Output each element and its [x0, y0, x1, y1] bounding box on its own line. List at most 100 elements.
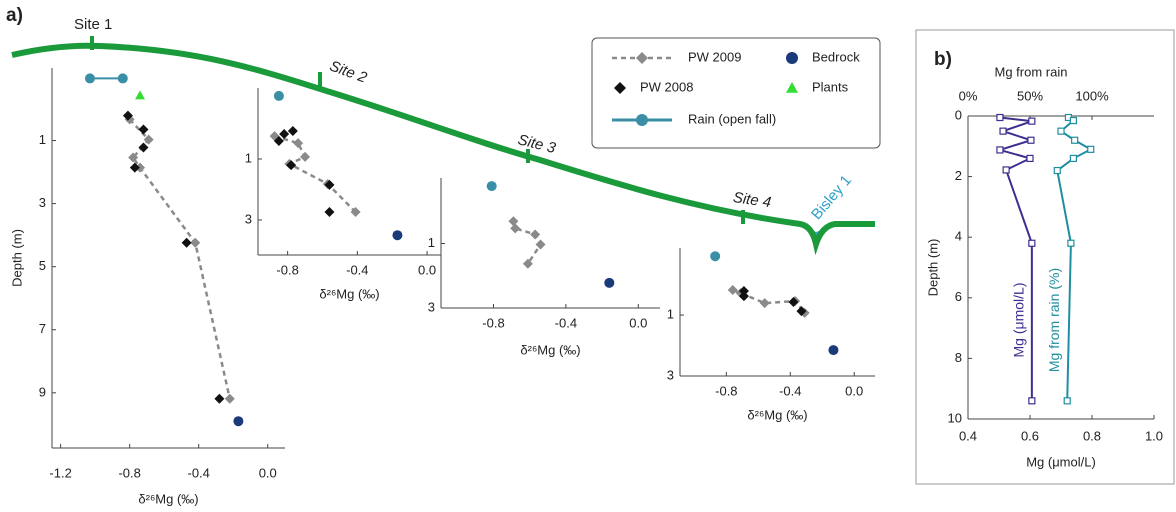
y-tick-label: 1 [428, 235, 435, 250]
marker [138, 124, 148, 134]
marker [1027, 155, 1033, 161]
marker [190, 238, 200, 248]
marker [130, 163, 140, 173]
y-tick-label: 7 [39, 321, 46, 336]
y-tick-label: 1 [667, 306, 674, 321]
marker [293, 138, 303, 148]
marker [1054, 168, 1060, 174]
marker [233, 416, 243, 426]
legend-marker [636, 114, 648, 126]
marker [279, 129, 289, 139]
marker [604, 278, 614, 288]
legend-marker [786, 52, 798, 64]
y-tick-label: 8 [955, 350, 962, 365]
x-axis-title: δ²⁶Mg (‰) [520, 342, 580, 357]
site-label: Site 2 [327, 58, 369, 87]
x-tick-label: -1.2 [49, 465, 71, 480]
panel-label: a) [6, 5, 23, 26]
series-label: Mg (μmol/L) [1011, 283, 1027, 358]
x2-tick-label: 100% [1075, 88, 1109, 103]
x-tick-label: -0.8 [276, 262, 298, 277]
marker [214, 394, 224, 404]
x-tick-label: 0.8 [1083, 428, 1101, 443]
x-tick-label: -0.4 [779, 383, 801, 398]
stream-label: Bisley 1 [808, 172, 855, 223]
x-tick-label: -0.8 [118, 465, 140, 480]
y-tick-label: 4 [955, 229, 962, 244]
marker [138, 142, 148, 152]
marker [1088, 146, 1094, 152]
x2-tick-label: 0% [959, 88, 978, 103]
y-axis-title: Depth (m) [925, 239, 940, 297]
marker [1029, 398, 1035, 404]
marker [135, 90, 145, 99]
x2-tick-label: 50% [1017, 88, 1043, 103]
marker [85, 73, 95, 83]
marker [274, 91, 284, 101]
marker [760, 298, 770, 308]
series-label: Mg from rain (%) [1046, 268, 1062, 372]
marker [997, 147, 1003, 153]
marker [997, 115, 1003, 121]
marker [1070, 118, 1076, 124]
y-tick-label: 1 [39, 132, 46, 147]
marker [1029, 118, 1035, 124]
legend-label: PW 2008 [640, 79, 693, 94]
marker [508, 216, 518, 226]
marker [828, 345, 838, 355]
x-axis-title: δ²⁶Mg (‰) [319, 286, 379, 301]
x-tick-label: -0.4 [346, 262, 368, 277]
y-tick-label: 2 [955, 168, 962, 183]
x-tick-label: -0.8 [482, 315, 504, 330]
marker [182, 238, 192, 248]
marker [1029, 240, 1035, 246]
x-tick-label: -0.4 [188, 465, 210, 480]
marker [487, 181, 497, 191]
x-tick-label: 0.0 [845, 383, 863, 398]
legend-label: Rain (open fall) [688, 111, 776, 126]
x-tick-label: 0.0 [259, 465, 277, 480]
y-tick-label: 3 [667, 367, 674, 382]
marker [1028, 137, 1034, 143]
marker [288, 126, 298, 136]
legend-label: Plants [812, 79, 849, 94]
x-tick-label: -0.4 [555, 315, 577, 330]
marker [530, 229, 540, 239]
marker [392, 230, 402, 240]
y-tick-label: 3 [428, 299, 435, 314]
x-axis-title: δ²⁶Mg (‰) [747, 407, 807, 422]
x-tick-label: 1.0 [1145, 428, 1163, 443]
y-tick-label: 6 [955, 289, 962, 304]
marker [300, 152, 310, 162]
legend-label: PW 2009 [688, 49, 741, 64]
marker [118, 73, 128, 83]
legend-label: Bedrock [812, 49, 860, 64]
y-tick-label: 10 [948, 410, 962, 425]
y-tick-label: 5 [39, 258, 46, 273]
marker [1003, 167, 1009, 173]
marker [1068, 240, 1074, 246]
x-tick-label: 0.4 [959, 428, 977, 443]
x-tick-label: 0.0 [629, 315, 647, 330]
site-label: Site 1 [74, 16, 112, 33]
marker [536, 239, 546, 249]
marker [1000, 128, 1006, 134]
x2-axis-title: Mg from rain [995, 64, 1068, 79]
series-line [130, 119, 230, 398]
figure: a) b) Site 1 Site 2 Site 3 Site 4 Bisley… [0, 0, 1176, 512]
x-tick-label: 0.0 [418, 262, 436, 277]
marker [1058, 128, 1064, 134]
marker [1064, 398, 1070, 404]
marker [1072, 137, 1078, 143]
y-axis-title: Depth (m) [9, 229, 24, 287]
y-tick-label: 1 [245, 150, 252, 165]
y-tick-label: 3 [39, 195, 46, 210]
y-tick-label: 3 [245, 211, 252, 226]
marker [510, 223, 520, 233]
series-line [275, 136, 356, 212]
y-tick-label: 9 [39, 384, 46, 399]
x-axis-title: δ²⁶Mg (‰) [138, 491, 198, 506]
x-tick-label: 0.6 [1021, 428, 1039, 443]
marker [225, 394, 235, 404]
x-tick-label: -0.8 [715, 383, 737, 398]
